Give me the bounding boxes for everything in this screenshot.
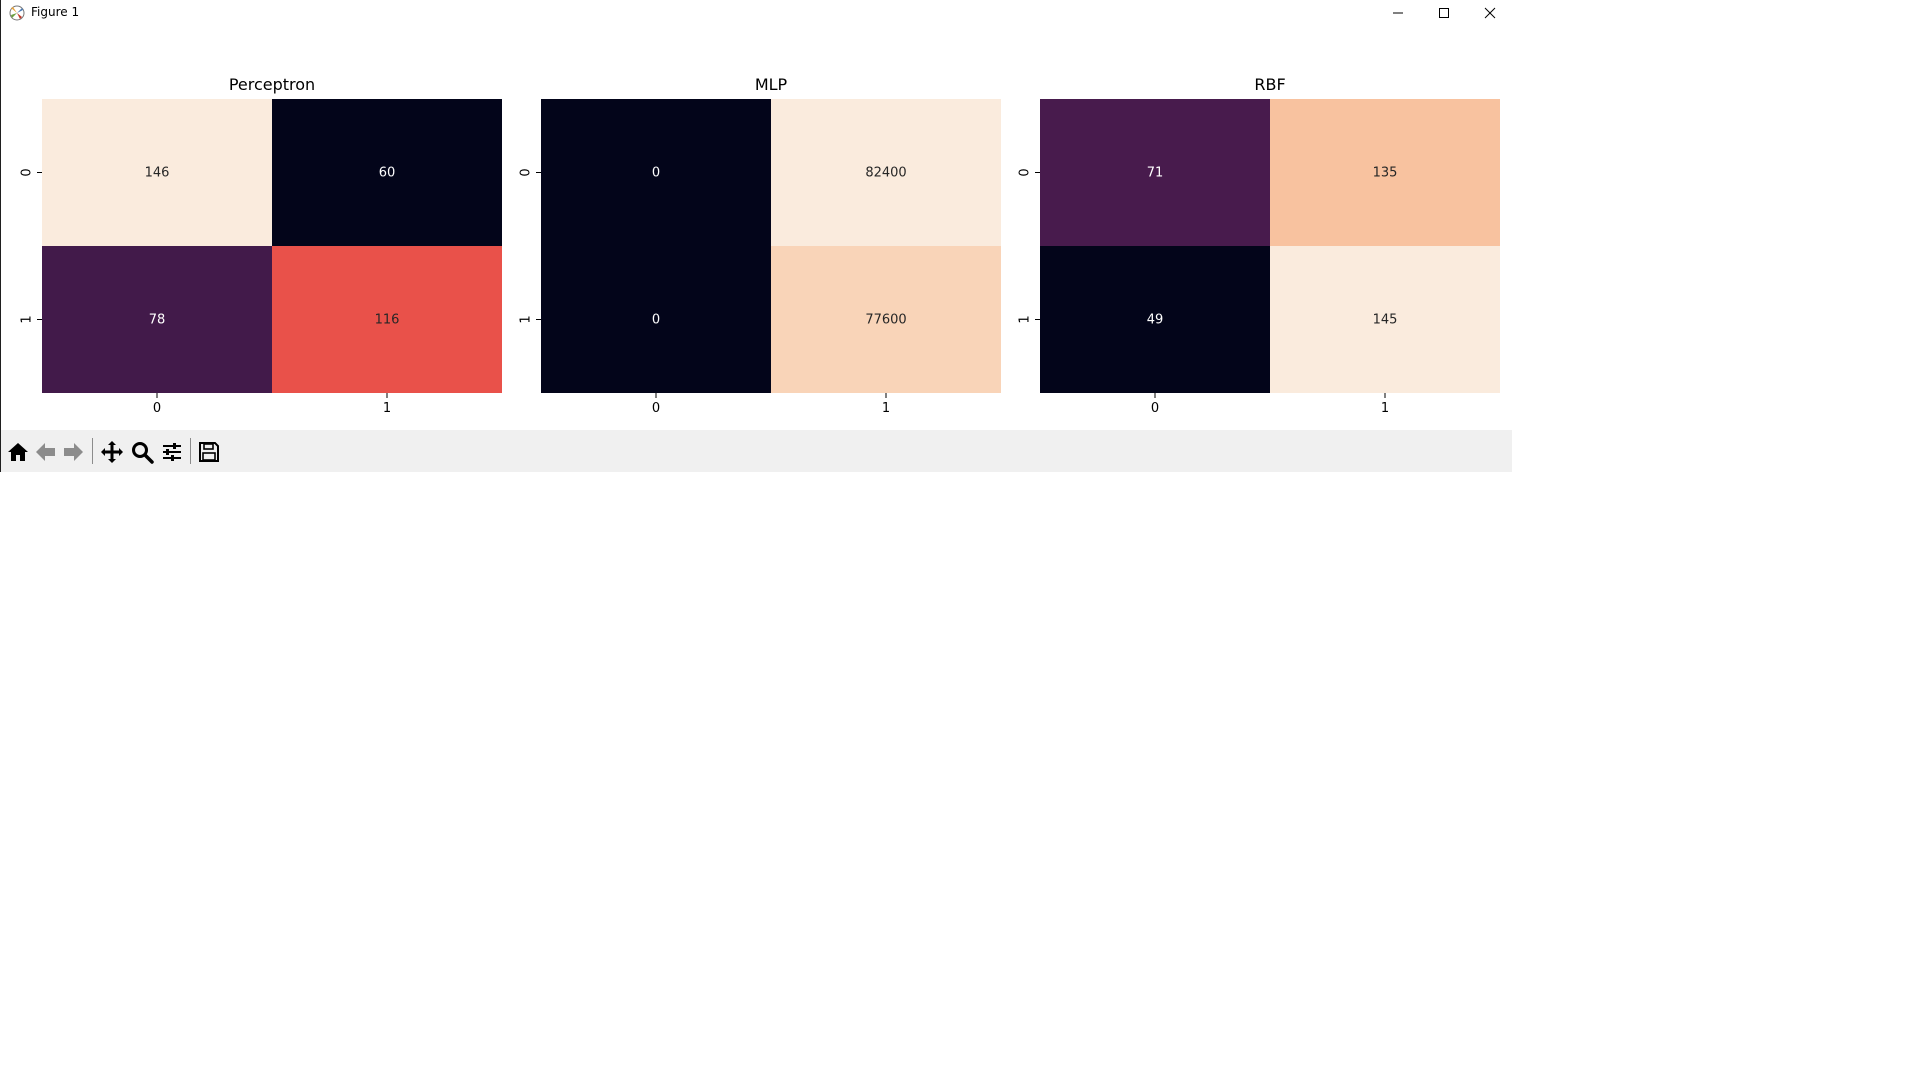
navigation-toolbar xyxy=(1,430,1512,472)
heatmap-cell xyxy=(272,99,502,246)
cell-value-label: 0 xyxy=(652,313,660,328)
chart-title: MLP xyxy=(755,75,788,94)
forward-button[interactable] xyxy=(61,440,85,464)
minimize-icon xyxy=(1393,12,1403,14)
cell-value-label: 60 xyxy=(379,166,396,181)
y-tick-label: 1 xyxy=(20,315,35,323)
forward-arrow-icon xyxy=(64,443,83,461)
maximize-icon xyxy=(1439,8,1449,18)
heatmap-cell xyxy=(1040,246,1270,393)
x-tick-label: 1 xyxy=(383,401,391,416)
cell-value-label: 145 xyxy=(1373,313,1398,328)
cell-value-label: 116 xyxy=(375,313,400,328)
cell-value-label: 146 xyxy=(145,166,170,181)
y-tick-label: 0 xyxy=(1018,168,1033,176)
heatmap-panel: Perceptron 146 60 78 116 0 1 0 1 xyxy=(20,75,502,416)
x-tick-label: 0 xyxy=(1151,401,1159,416)
zoom-icon xyxy=(132,442,154,464)
heatmap-cell xyxy=(272,246,502,393)
maximize-button[interactable] xyxy=(1421,0,1467,26)
configure-subplots-button[interactable] xyxy=(160,440,184,464)
figure-canvas[interactable]: Perceptron 146 60 78 116 0 1 0 1 MLP 0 82400 0 77600 0… xyxy=(1,26,1512,430)
heatmap-cell xyxy=(42,246,272,393)
x-tick-label: 0 xyxy=(153,401,161,416)
close-button[interactable] xyxy=(1467,0,1513,26)
cell-value-label: 82400 xyxy=(865,166,906,181)
heatmap-cell xyxy=(1270,99,1500,246)
matplotlib-logo-icon xyxy=(9,5,25,21)
heatmap-panel: RBF 71 135 49 145 0 1 0 1 xyxy=(1018,75,1500,416)
back-arrow-icon xyxy=(36,443,55,461)
heatmap-cell xyxy=(1040,99,1270,246)
x-tick-label: 1 xyxy=(1381,401,1389,416)
chart-title: Perceptron xyxy=(229,75,315,94)
y-tick-label: 0 xyxy=(519,168,534,176)
cell-value-label: 78 xyxy=(149,313,166,328)
back-button[interactable] xyxy=(34,440,58,464)
title-bar[interactable]: Figure 1 xyxy=(1,0,1512,26)
x-tick-label: 1 xyxy=(882,401,890,416)
home-button[interactable] xyxy=(6,440,30,464)
x-tick-label: 0 xyxy=(652,401,660,416)
zoom-button[interactable] xyxy=(130,440,154,464)
heatmap-cell xyxy=(1270,246,1500,393)
cell-value-label: 0 xyxy=(652,166,660,181)
pan-button[interactable] xyxy=(100,440,124,464)
toolbar-separator xyxy=(190,438,191,464)
heatmap-cell xyxy=(541,99,771,246)
configure-subplots-icon xyxy=(163,443,181,461)
window-title: Figure 1 xyxy=(31,5,80,19)
save-button[interactable] xyxy=(197,440,221,464)
cell-value-label: 49 xyxy=(1147,313,1164,328)
y-tick-label: 1 xyxy=(1018,315,1033,323)
cell-value-label: 77600 xyxy=(865,313,906,328)
save-icon xyxy=(199,442,219,462)
cell-value-label: 71 xyxy=(1147,166,1164,181)
figure-window: Figure 1 Perceptron 146 60 78 116 0 1 0 1 MLP 0 824… xyxy=(0,0,1512,472)
heatmap-cell xyxy=(541,246,771,393)
toolbar-separator xyxy=(92,438,93,464)
cell-value-label: 135 xyxy=(1373,166,1398,181)
heatmap-cell xyxy=(771,99,1001,246)
home-icon xyxy=(8,443,28,461)
y-tick-label: 1 xyxy=(519,315,534,323)
heatmap-cell xyxy=(42,99,272,246)
chart-title: RBF xyxy=(1254,75,1285,94)
heatmap-cell xyxy=(771,246,1001,393)
pan-icon xyxy=(101,441,123,463)
heatmap-panel: MLP 0 82400 0 77600 0 1 0 1 xyxy=(519,75,1001,416)
y-tick-label: 0 xyxy=(20,168,35,176)
minimize-button[interactable] xyxy=(1375,0,1421,26)
close-icon xyxy=(1484,7,1496,19)
